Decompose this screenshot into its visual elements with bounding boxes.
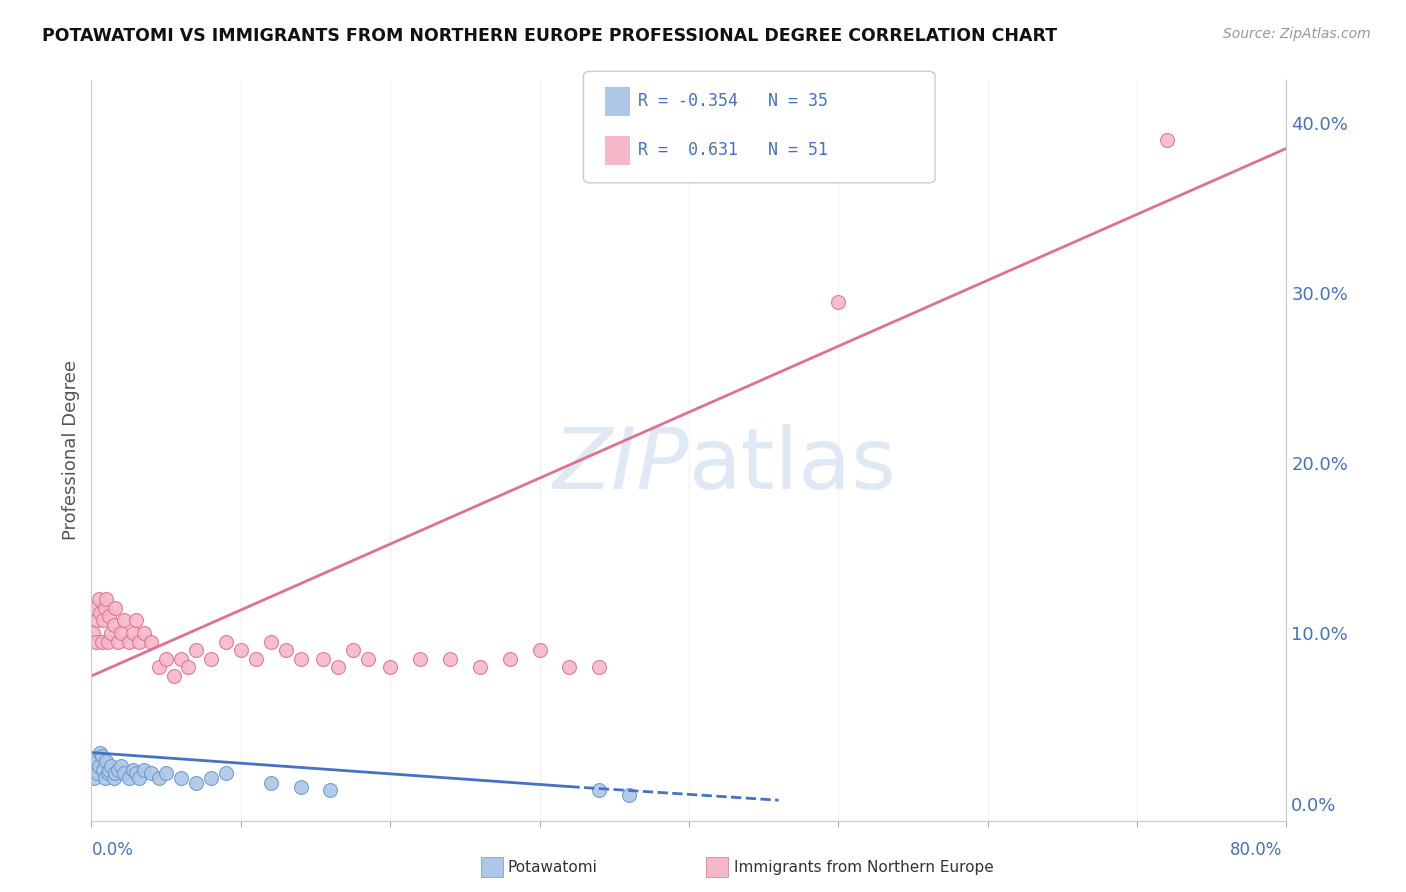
Point (141, 766, 163, 780)
Text: POTAWATOMI VS IMMIGRANTS FROM NORTHERN EUROPE PROFESSIONAL DEGREE CORRELATION CH: POTAWATOMI VS IMMIGRANTS FROM NORTHERN E… (42, 27, 1057, 45)
Point (170, 771, 193, 785)
Point (177, 660, 200, 674)
Point (97, 766, 120, 780)
Point (93, 613, 115, 627)
Point (86, 613, 108, 627)
Text: Immigrants from Northern Europe: Immigrants from Northern Europe (734, 860, 994, 874)
Point (409, 652, 432, 666)
Point (125, 613, 148, 627)
Point (89, 746, 111, 760)
Point (200, 771, 222, 785)
Point (93, 763, 115, 777)
Point (110, 626, 132, 640)
Point (184, 776, 207, 790)
Point (118, 635, 141, 649)
Point (122, 763, 145, 777)
Point (84, 635, 107, 649)
Point (468, 660, 491, 674)
Point (128, 771, 150, 785)
Point (155, 652, 177, 666)
Point (94, 600, 117, 615)
Point (312, 652, 335, 666)
Point (110, 759, 132, 773)
Text: 80.0%: 80.0% (1230, 840, 1282, 858)
Point (162, 669, 184, 683)
Point (132, 763, 155, 777)
Y-axis label: Professional Degree: Professional Degree (62, 360, 80, 541)
Point (357, 652, 380, 666)
Text: R = -0.354   N = 35: R = -0.354 N = 35 (638, 92, 828, 111)
Point (529, 643, 551, 657)
Point (100, 759, 122, 773)
Point (90, 635, 112, 649)
Point (107, 635, 129, 649)
Point (229, 643, 252, 657)
Text: 0.0%: 0.0% (91, 840, 134, 858)
Point (84, 754, 107, 768)
Point (96, 754, 118, 768)
Point (87, 592, 110, 607)
Point (107, 763, 129, 777)
Text: atlas: atlas (689, 424, 897, 507)
Point (380, 660, 402, 674)
Point (184, 643, 207, 657)
Point (90, 748, 112, 763)
Point (112, 766, 135, 780)
Point (1156, 133, 1178, 147)
Point (125, 766, 148, 780)
Point (83, 771, 105, 785)
Point (82, 763, 104, 777)
Point (588, 660, 610, 674)
Point (558, 660, 581, 674)
Point (98, 609, 121, 624)
Point (588, 783, 610, 797)
Point (104, 600, 127, 615)
Point (245, 652, 267, 666)
Point (100, 626, 122, 640)
Point (103, 618, 125, 632)
Point (827, 294, 849, 309)
Point (94, 771, 117, 785)
Point (319, 783, 342, 797)
Text: Source: ZipAtlas.com: Source: ZipAtlas.com (1223, 27, 1371, 41)
Point (200, 652, 222, 666)
Point (148, 771, 170, 785)
Point (326, 660, 349, 674)
Point (290, 652, 312, 666)
Point (141, 635, 163, 649)
Point (86, 766, 108, 780)
Point (274, 643, 297, 657)
Text: ZIP: ZIP (553, 424, 689, 507)
Point (259, 635, 281, 649)
Point (155, 766, 177, 780)
Point (170, 652, 193, 666)
Point (128, 635, 150, 649)
Point (96, 592, 118, 607)
Point (89, 606, 111, 620)
Point (118, 771, 141, 785)
Point (83, 600, 105, 615)
Point (439, 652, 461, 666)
Point (103, 771, 125, 785)
Point (259, 776, 281, 790)
Point (215, 635, 238, 649)
Point (499, 652, 522, 666)
Text: Potawatomi: Potawatomi (508, 860, 598, 874)
Point (104, 766, 127, 780)
Point (98, 763, 121, 777)
Point (342, 643, 364, 657)
Point (290, 780, 312, 794)
Text: R =  0.631   N = 51: R = 0.631 N = 51 (638, 142, 828, 160)
Point (82, 626, 104, 640)
Point (97, 635, 120, 649)
Point (619, 788, 641, 802)
Point (122, 626, 145, 640)
Point (215, 766, 238, 780)
Point (87, 759, 110, 773)
Point (148, 660, 170, 674)
Point (112, 613, 135, 627)
Point (132, 626, 155, 640)
